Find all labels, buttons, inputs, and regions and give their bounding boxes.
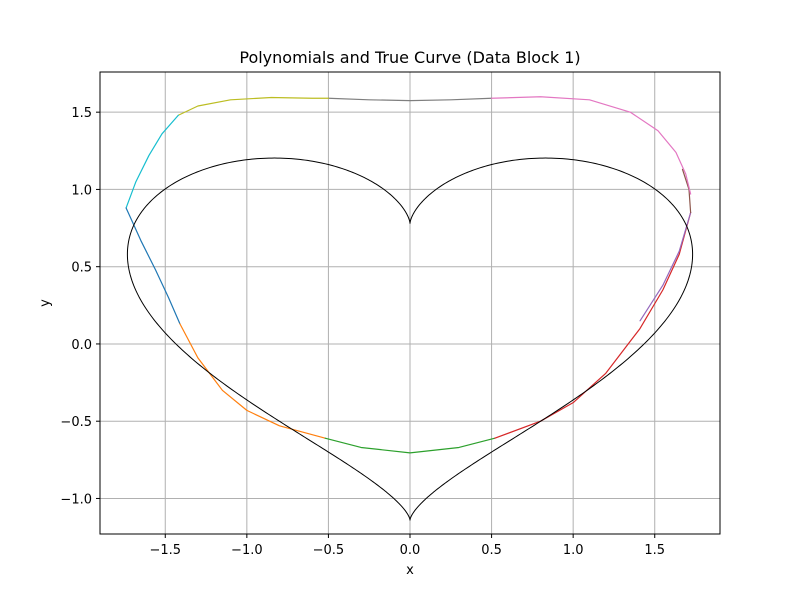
x-tick-label: 0.5 (481, 543, 502, 558)
y-tick-label: 1.5 (71, 106, 92, 121)
polynomial-series-line (125, 207, 181, 325)
x-tick-label: 1.0 (563, 543, 584, 558)
curve-layer (125, 96, 694, 521)
x-tick-label: −1.5 (149, 543, 181, 558)
chart-title: Polynomials and True Curve (Data Block 1… (239, 48, 580, 67)
polynomial-series-line (490, 96, 692, 195)
polynomial-series-line (177, 96, 330, 116)
polynomial-series-line (327, 97, 493, 102)
x-axis-label: x (406, 563, 414, 578)
true-curve-line (126, 157, 694, 521)
polynomial-series-line (125, 114, 179, 209)
tick-layer: −1.5 −1.0 −0.5 0.0 0.5 1.0 1.5 −1.0 −0.5 0.0 0.5 1.… (60, 106, 665, 558)
grid-layer (100, 72, 720, 534)
y-tick-label: 0.0 (71, 338, 92, 353)
y-tick-label: −0.5 (60, 415, 92, 430)
polynomial-series-line (639, 212, 692, 322)
y-tick-label: −1.0 (60, 492, 92, 507)
y-tick-label: 1.0 (71, 183, 92, 198)
y-axis-label: y (38, 299, 53, 307)
x-tick-label: −0.5 (313, 543, 345, 558)
polynomial-series-line (179, 323, 326, 439)
x-tick-label: 0.0 (400, 543, 421, 558)
x-tick-label: 1.5 (644, 543, 665, 558)
y-tick-label: 0.5 (71, 261, 92, 276)
x-tick-label: −1.0 (231, 543, 263, 558)
polynomial-series-line (324, 437, 496, 454)
